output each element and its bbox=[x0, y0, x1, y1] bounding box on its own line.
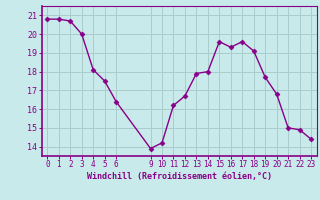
X-axis label: Windchill (Refroidissement éolien,°C): Windchill (Refroidissement éolien,°C) bbox=[87, 172, 272, 181]
